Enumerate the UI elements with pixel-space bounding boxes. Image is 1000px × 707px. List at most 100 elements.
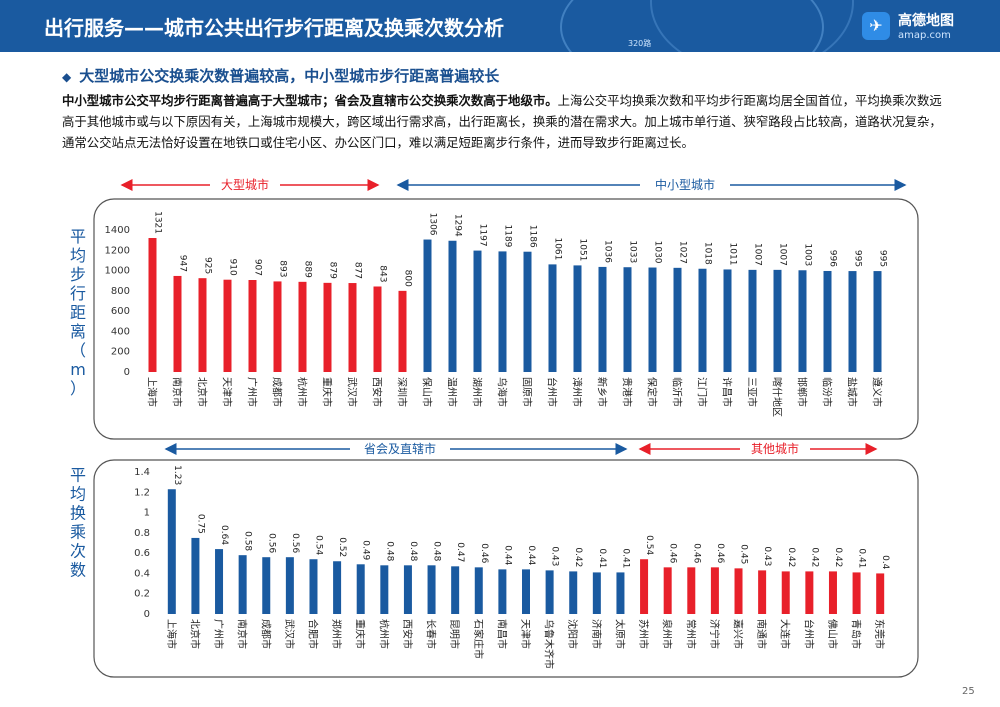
bar: [333, 561, 342, 614]
description-paragraph: 中小型城市公交平均步行距离普遍高于大型城市；省会及直辖市公交换乘次数高于地级市。…: [62, 90, 952, 153]
ylabel-char: 均: [70, 485, 86, 504]
bar: [373, 286, 382, 372]
small-city-label-bg: [640, 176, 730, 193]
y-tick-label: 200: [111, 347, 130, 358]
category-label: 广州市: [212, 619, 225, 649]
bar: [498, 569, 507, 614]
ylabel-char: 行: [70, 284, 86, 303]
value-label: 0.42: [809, 547, 819, 567]
value-label: 877: [353, 262, 363, 279]
y-tick-label: 1200: [105, 245, 130, 256]
category-label: 湖州市: [471, 377, 484, 407]
bar: [823, 270, 832, 372]
header-route-tag: 320路: [628, 39, 652, 48]
bar: [663, 567, 672, 614]
bar: [805, 571, 814, 614]
logo-url: amap.com: [898, 30, 951, 41]
value-label: 889: [303, 261, 313, 278]
bar: [848, 271, 857, 372]
section-subheading: ◆ 大型城市公交换乘次数普遍较高，中小型城市步行距离普遍较长: [62, 65, 499, 86]
category-label: 泉州市: [661, 619, 674, 649]
value-label: 1.23: [172, 465, 182, 485]
category-label: 保定市: [646, 377, 659, 407]
bar: [592, 572, 601, 614]
value-label: 0.56: [266, 533, 276, 553]
category-label: 合肥市: [306, 619, 319, 649]
category-label: 喀什地区: [771, 377, 784, 417]
y-tick-label: 600: [111, 306, 130, 317]
chart2-ylabel: 平均换乘次数: [70, 466, 86, 580]
category-label: 杭州市: [296, 377, 309, 407]
bar: [522, 569, 530, 614]
chart1-frame: [93, 198, 919, 440]
bar: [852, 572, 861, 614]
page-number: 25: [962, 686, 975, 697]
bar: [758, 570, 767, 614]
chart2-transfer-count: 0 0.2 0.4 0.6 0.8 1 1.2 1.4 1.23 上海市 0.75 北京市 0.64 广州…: [134, 465, 890, 669]
category-label: 遵义市: [871, 377, 884, 407]
value-label: 1306: [428, 213, 438, 236]
value-label: 0.48: [408, 541, 418, 561]
y-tick-label: 1000: [105, 266, 130, 277]
category-label: 杭州市: [377, 619, 390, 649]
bar: [798, 270, 807, 372]
bar: [167, 489, 176, 614]
bar: [223, 279, 232, 372]
bar: [748, 269, 757, 372]
value-label: 843: [378, 265, 388, 282]
value-label: 1027: [678, 241, 688, 264]
bar: [323, 282, 332, 372]
value-label: 0.4: [880, 555, 890, 570]
bar: [616, 572, 625, 614]
bar: [573, 265, 582, 372]
value-label: 0.58: [243, 531, 253, 551]
bar: [773, 269, 782, 372]
category-label: 台州市: [546, 377, 559, 407]
value-label: 1011: [728, 243, 738, 266]
chart2-frame: [93, 459, 919, 678]
value-label: 879: [328, 262, 338, 279]
bar: [781, 571, 790, 614]
category-label: 深圳市: [396, 377, 409, 407]
category-label: 乌鲁木齐市: [543, 619, 556, 669]
value-label: 0.54: [313, 535, 323, 555]
category-label: 武汉市: [283, 619, 296, 649]
bar: [548, 264, 557, 372]
value-label: 1033: [628, 240, 638, 263]
logo-name: 高德地图: [898, 13, 954, 29]
value-label: 1030: [653, 241, 663, 264]
category-label: 贵港市: [621, 377, 634, 407]
value-label: 1018: [703, 242, 713, 265]
value-label: 1186: [528, 225, 538, 248]
category-label: 漳州市: [571, 377, 584, 407]
value-label: 1061: [553, 237, 563, 260]
bar: [238, 555, 247, 614]
category-label: 石家庄市: [472, 619, 485, 659]
bar: [640, 559, 649, 614]
bar: [262, 557, 271, 614]
paper-plane-icon: ✈: [862, 12, 890, 40]
category-label: 重庆市: [354, 619, 367, 649]
value-label: 1189: [503, 224, 513, 247]
bar: [873, 271, 882, 372]
page-title: 出行服务——城市公共出行步行距离及换乘次数分析: [44, 16, 504, 40]
category-label: 南昌市: [495, 619, 508, 649]
y-tick-label: 1.4: [134, 467, 150, 478]
bar: [598, 266, 607, 372]
bar: [723, 269, 732, 372]
bar: [523, 251, 532, 372]
paragraph-bold: 中小型城市公交平均步行距离普遍高于大型城市；省会及直辖市公交换乘次数高于地级市。: [62, 93, 558, 108]
ylabel-char: 次: [70, 542, 86, 561]
category-label: 东莞市: [873, 619, 886, 649]
value-label: 0.47: [455, 542, 465, 562]
y-tick-label: 0: [124, 367, 130, 378]
category-label: 上海市: [146, 377, 159, 407]
category-label: 乌海市: [496, 377, 509, 407]
category-label: 许昌市: [721, 377, 734, 407]
bar: [198, 278, 207, 372]
other-city-label-bg: [740, 440, 810, 457]
bar: [191, 537, 200, 614]
category-label: 嘉兴市: [732, 619, 745, 649]
value-label: 0.41: [620, 548, 630, 568]
category-label: 西安市: [401, 619, 414, 649]
